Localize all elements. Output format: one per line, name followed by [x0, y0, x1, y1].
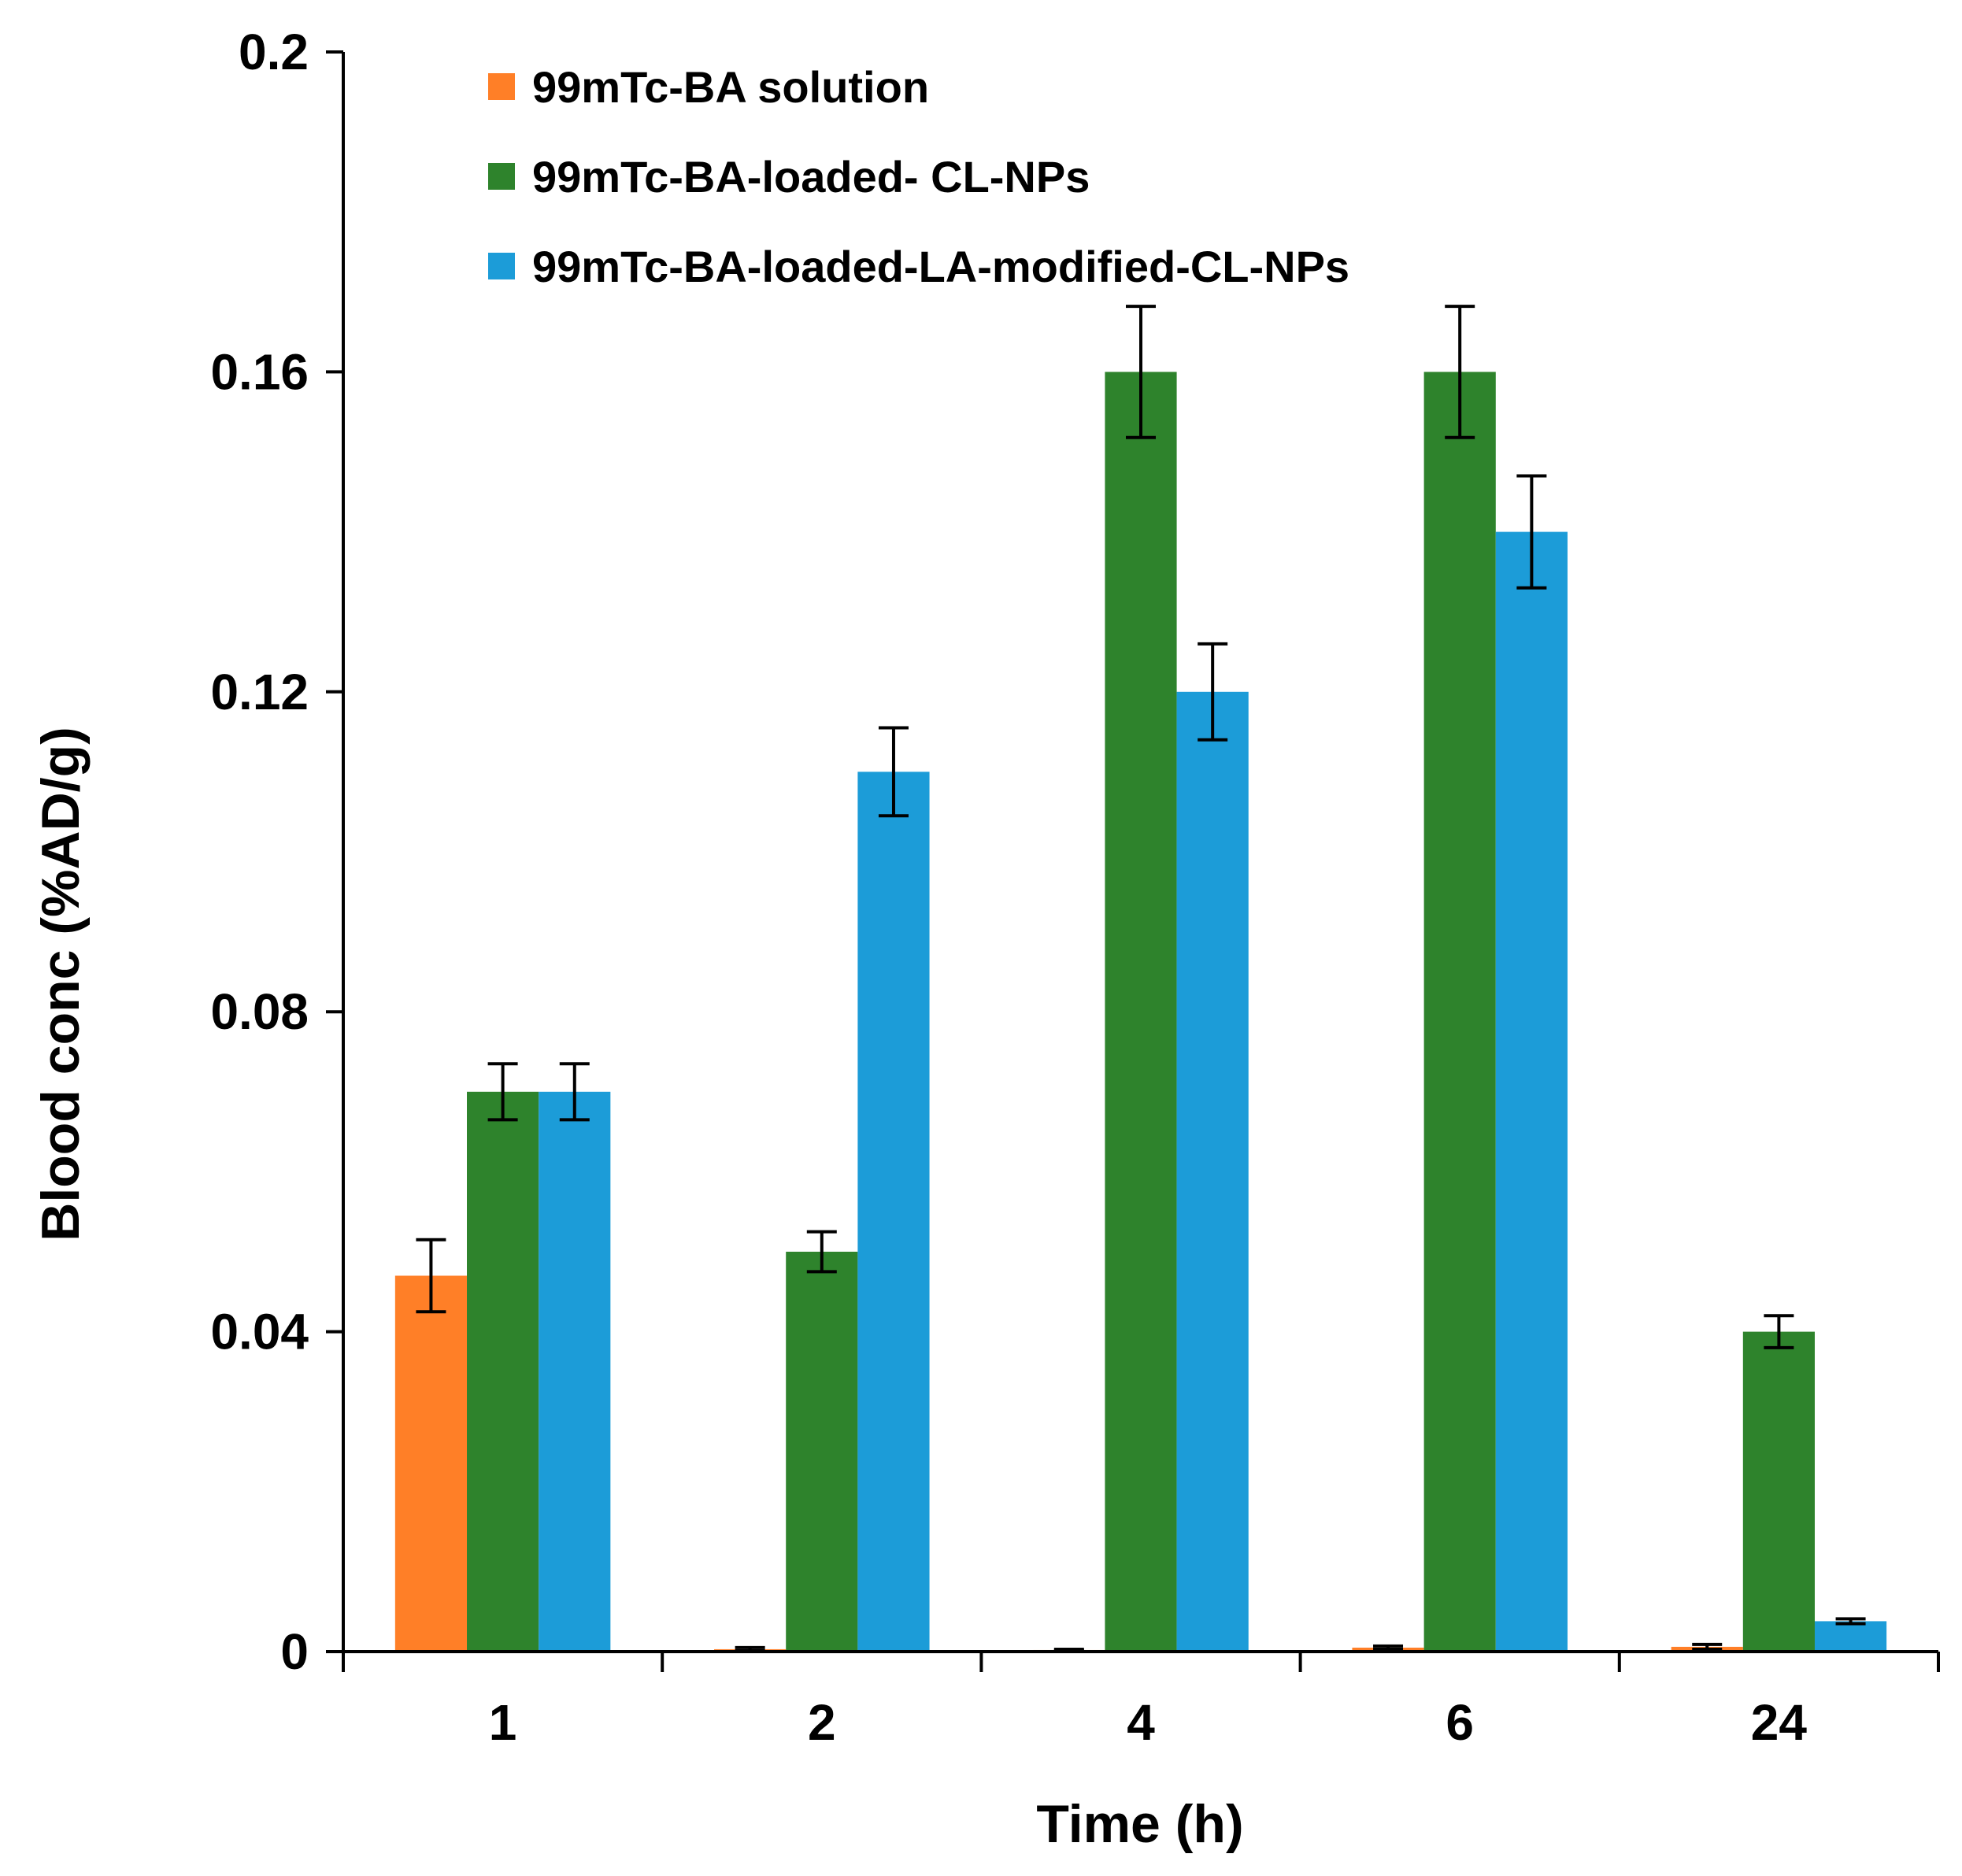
legend: 99mTc-BA solution 99mTc-BA-loaded- CL-NPs… — [488, 62, 1349, 291]
error-bar-series-3-cat-4 — [1198, 642, 1228, 742]
y-tick-label: 0 — [280, 1623, 309, 1680]
bar-series-2-cat-1 — [467, 1091, 539, 1652]
y-tick-label: 0.2 — [239, 24, 309, 80]
legend-swatch — [488, 163, 515, 190]
error-bar-series-2-cat-2 — [806, 1230, 837, 1274]
error-bar-series-2-cat-4 — [1126, 305, 1156, 439]
axes-layer — [342, 52, 1938, 1653]
y-tick-label: 0.16 — [210, 343, 309, 400]
legend-label: 99mTc-BA-loaded-LA-modified-CL-NPs — [532, 242, 1349, 291]
x-axis-title: Time (h) — [1036, 1794, 1243, 1854]
bar-series-2-cat-4 — [1105, 372, 1177, 1652]
y-tick-label: 0.12 — [210, 664, 309, 720]
error-bar-series-3-cat-1 — [559, 1062, 590, 1122]
bars-layer — [394, 372, 1887, 1652]
bar-series-3-cat-2 — [857, 771, 930, 1652]
x-tick-label: 24 — [1751, 1694, 1808, 1751]
legend-swatch — [488, 253, 515, 279]
x-tick-label: 4 — [1127, 1694, 1155, 1751]
error-bar-series-1-cat-24 — [1692, 1642, 1723, 1651]
error-bar-series-1-cat-1 — [416, 1238, 446, 1314]
legend-item-3: 99mTc-BA-loaded-LA-modified-CL-NPs — [488, 242, 1349, 291]
bar-series-1-cat-1 — [394, 1275, 468, 1652]
x-tick-label: 6 — [1446, 1694, 1474, 1751]
legend-item-1: 99mTc-BA solution — [488, 62, 929, 112]
bar-series-3-cat-1 — [539, 1091, 611, 1652]
error-bar-series-3-cat-24 — [1835, 1617, 1866, 1626]
y-tick-label: 0.08 — [210, 983, 309, 1040]
bar-series-3-cat-4 — [1176, 691, 1249, 1652]
error-bar-series-2-cat-6 — [1445, 305, 1475, 439]
legend-label: 99mTc-BA-loaded- CL-NPs — [532, 152, 1090, 202]
error-bar-series-2-cat-24 — [1764, 1314, 1794, 1349]
error-bar-series-3-cat-6 — [1516, 474, 1547, 590]
x-ticks: 1 2 4 6 24 — [342, 1652, 1940, 1751]
bar-series-2-cat-6 — [1423, 372, 1496, 1652]
legend-label: 99mTc-BA solution — [532, 62, 929, 112]
legend-swatch — [488, 73, 515, 100]
bar-series-2-cat-2 — [786, 1252, 858, 1652]
bar-series-2-cat-24 — [1742, 1331, 1815, 1652]
error-bar-series-1-cat-6 — [1373, 1644, 1404, 1651]
x-tick-label: 1 — [489, 1694, 517, 1751]
error-bars-layer — [416, 305, 1866, 1652]
error-bar-series-3-cat-2 — [878, 726, 909, 818]
bar-series-3-cat-24 — [1814, 1621, 1887, 1652]
y-tick-label: 0.04 — [210, 1304, 309, 1360]
x-tick-label: 2 — [808, 1694, 836, 1751]
error-bar-series-2-cat-1 — [487, 1062, 518, 1122]
legend-item-2: 99mTc-BA-loaded- CL-NPs — [488, 152, 1090, 202]
y-ticks: 0 0.04 0.08 0.12 0.16 0.2 — [210, 24, 343, 1680]
bar-series-3-cat-6 — [1495, 531, 1568, 1652]
y-axis-title: Blood conc (%AD/g) — [31, 727, 91, 1241]
